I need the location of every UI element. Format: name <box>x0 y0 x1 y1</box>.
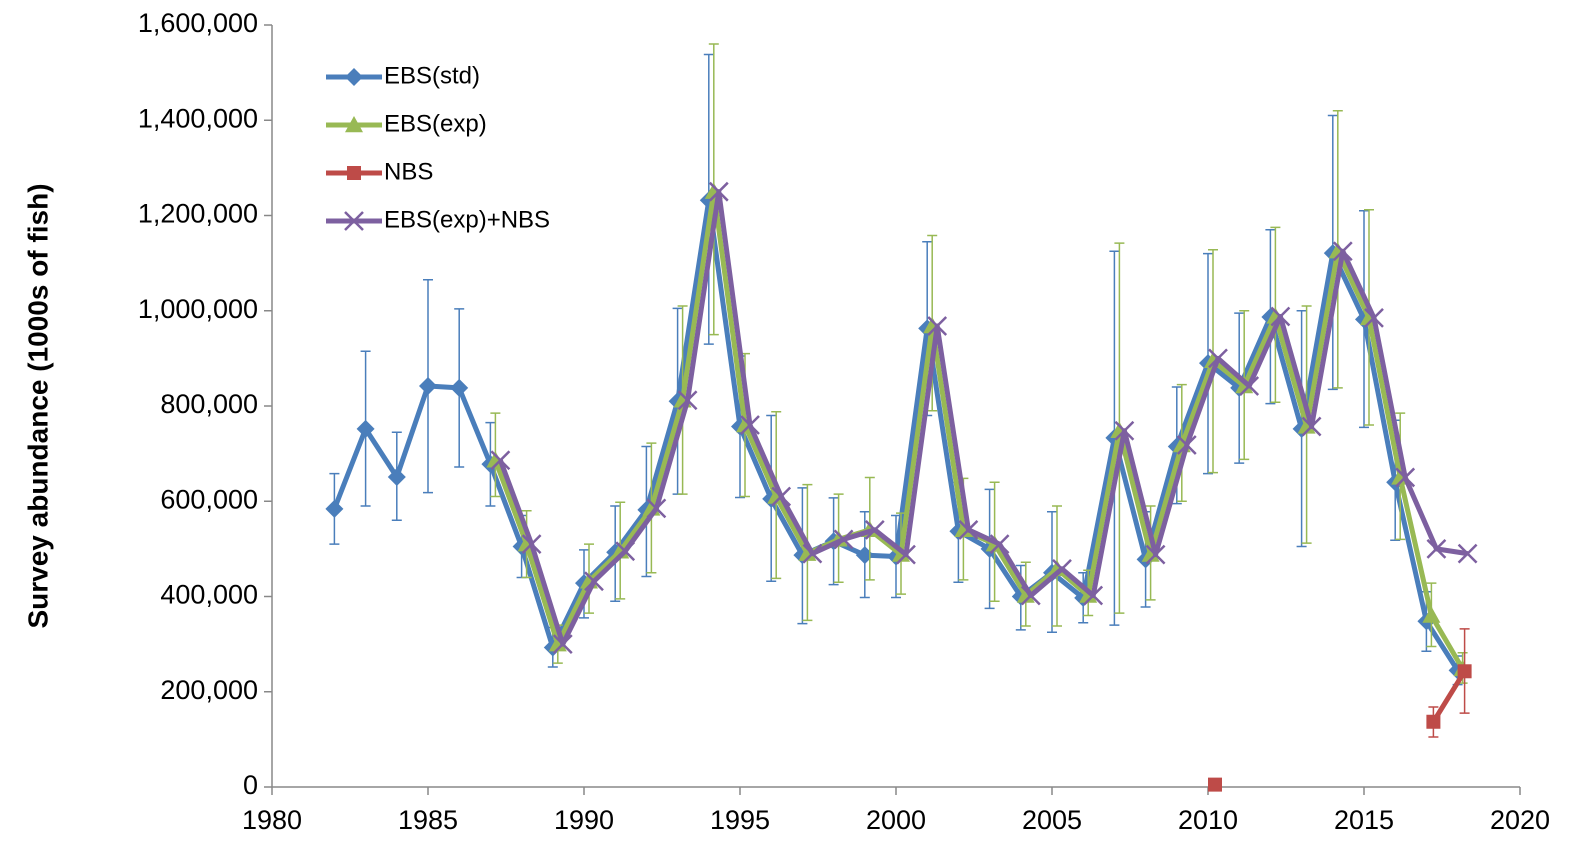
point <box>677 390 698 411</box>
point <box>1052 558 1072 579</box>
series-line <box>493 189 1465 671</box>
point <box>552 634 573 655</box>
point <box>833 529 854 550</box>
series-line <box>498 189 1468 647</box>
legend-marker <box>347 166 361 180</box>
series-line <box>332 197 1460 672</box>
point <box>1208 777 1222 792</box>
x-tick-label: 2005 <box>1022 805 1082 835</box>
point <box>521 534 542 554</box>
point <box>1395 467 1416 488</box>
y-tick-label: 1,200,000 <box>138 199 258 229</box>
legend-label: EBS(exp)+NBS <box>384 206 550 233</box>
point <box>1422 606 1441 623</box>
legend-label: EBS(exp) <box>384 110 487 137</box>
point <box>864 519 885 540</box>
x-tick-label: 2015 <box>1334 805 1394 835</box>
point <box>855 546 874 565</box>
point <box>1016 586 1035 603</box>
y-tick-label: 800,000 <box>160 389 258 419</box>
point <box>1083 585 1104 606</box>
point <box>419 376 437 395</box>
point <box>1176 435 1197 455</box>
point <box>1141 545 1160 562</box>
point <box>646 498 667 519</box>
legend-marker <box>344 211 364 231</box>
legend-label: NBS <box>384 158 433 185</box>
point <box>1332 241 1353 262</box>
point <box>1426 714 1441 729</box>
series-line <box>1431 669 1467 724</box>
point <box>1364 308 1384 328</box>
y-tick-label: 1,000,000 <box>138 294 258 324</box>
x-tick-label: 1980 <box>242 805 302 835</box>
x-tick-label: 1985 <box>398 805 458 835</box>
x-tick-label: 1995 <box>710 805 770 835</box>
point <box>954 520 973 538</box>
point <box>1426 538 1447 559</box>
legend-label: EBS(std) <box>384 62 480 89</box>
point <box>1301 416 1322 437</box>
y-tick-label: 1,600,000 <box>138 8 258 38</box>
point <box>958 519 979 540</box>
legend-marker <box>345 68 363 86</box>
x-tick-label: 2020 <box>1490 805 1550 835</box>
y-axis-title: Survey abundance (1000s of fish) <box>22 183 53 628</box>
point <box>584 571 604 592</box>
point <box>740 415 760 435</box>
x-tick-label: 2010 <box>1178 805 1238 835</box>
point <box>387 467 406 486</box>
point <box>771 486 792 507</box>
point <box>1270 306 1291 327</box>
point <box>802 543 823 564</box>
point <box>615 541 636 562</box>
point <box>450 378 469 397</box>
point <box>927 316 948 336</box>
point <box>798 544 817 561</box>
y-tick-label: 600,000 <box>160 484 258 514</box>
y-tick-label: 0 <box>243 770 258 800</box>
point <box>1239 376 1260 396</box>
point <box>896 544 916 565</box>
point <box>1079 586 1098 603</box>
legend-marker <box>345 116 363 133</box>
point <box>1297 417 1316 434</box>
y-tick-label: 1,400,000 <box>138 103 258 133</box>
point <box>1457 543 1478 564</box>
point <box>1208 348 1228 369</box>
point <box>1457 664 1472 679</box>
x-tick-label: 1990 <box>554 805 614 835</box>
y-tick-label: 400,000 <box>160 580 258 610</box>
y-tick-label: 200,000 <box>160 675 258 705</box>
point <box>1145 544 1166 565</box>
point <box>1020 585 1041 606</box>
x-tick-label: 2000 <box>866 805 926 835</box>
point <box>1235 376 1254 394</box>
point <box>325 499 344 518</box>
point <box>1114 420 1135 441</box>
point <box>708 181 729 202</box>
point <box>356 419 375 438</box>
point <box>490 450 511 471</box>
point <box>548 635 567 652</box>
point <box>989 534 1010 554</box>
